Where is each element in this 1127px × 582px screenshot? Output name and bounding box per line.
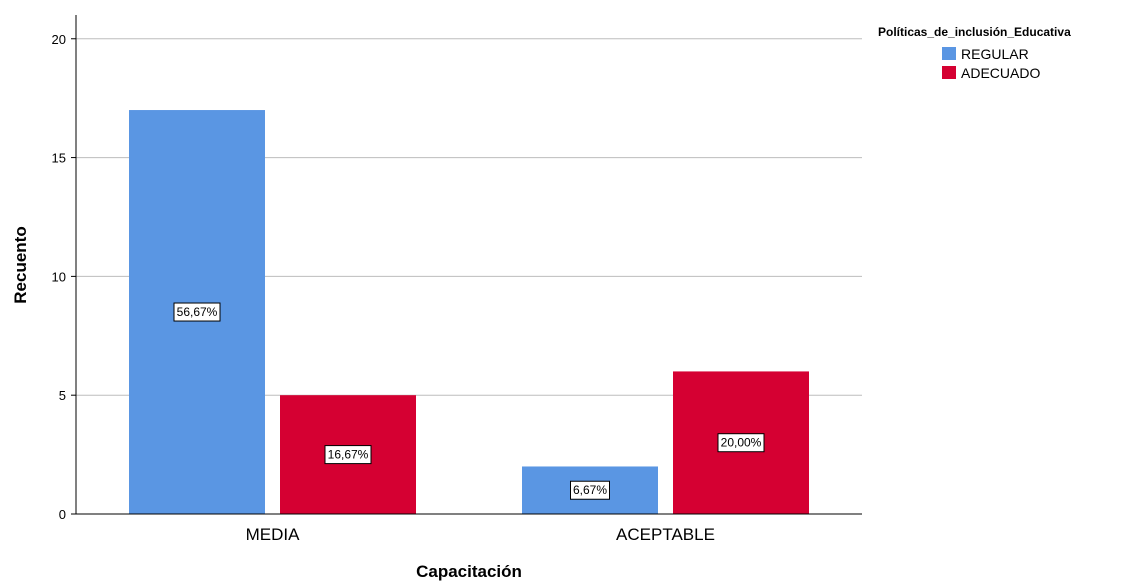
category-label-aceptable: ACEPTABLE <box>616 525 715 544</box>
data-label-box <box>324 445 372 465</box>
legend-title: Políticas_de_inclusión_Educativa <box>878 25 1071 39</box>
data-label: 56,67% <box>177 305 218 319</box>
data-label-box <box>173 302 221 322</box>
legend-swatch-adecuado <box>942 66 956 79</box>
data-label-box <box>570 480 610 500</box>
y-tick-label: 20 <box>52 32 66 47</box>
legend-label-adecuado: ADECUADO <box>961 65 1040 81</box>
legend: Políticas_de_inclusión_Educativa REGULAR… <box>878 25 1071 81</box>
bars <box>129 110 809 515</box>
y-tick-label: 15 <box>52 151 66 166</box>
data-label: 20,00% <box>721 436 762 450</box>
data-label: 16,67% <box>328 448 369 462</box>
y-axis-title: Recuento <box>11 226 30 303</box>
y-tick-label: 5 <box>59 388 66 403</box>
y-tick-label: 10 <box>52 269 66 284</box>
y-tick-labels: 0 5 10 15 20 <box>52 32 66 522</box>
y-tick-label: 0 <box>59 507 66 522</box>
x-axis-title: Capacitación <box>416 562 522 581</box>
legend-swatch-regular <box>942 47 956 60</box>
axes <box>75 15 862 515</box>
category-labels: MEDIA ACEPTABLE <box>246 525 715 544</box>
legend-label-regular: REGULAR <box>961 46 1029 62</box>
legend-items: REGULAR ADECUADO <box>942 46 1040 81</box>
category-label-media: MEDIA <box>246 525 301 544</box>
data-labels: 56,67% 16,67% 6,67% 20,00% <box>173 302 765 500</box>
data-label: 6,67% <box>573 483 607 497</box>
data-label-box <box>717 433 765 453</box>
